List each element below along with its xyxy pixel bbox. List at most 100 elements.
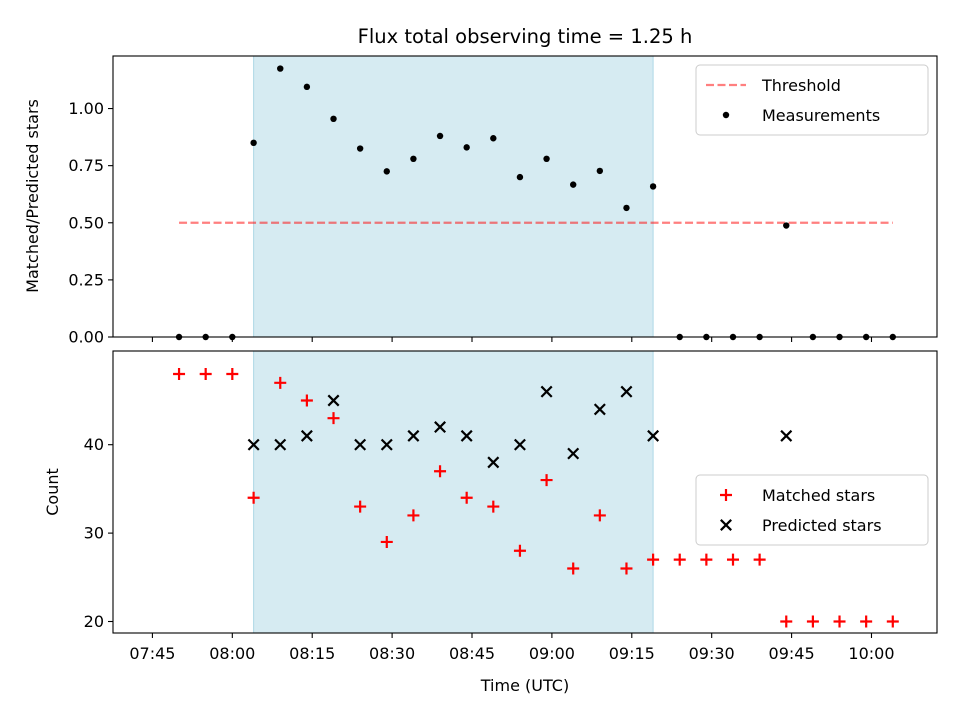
data-point (380, 535, 393, 548)
legend-label: Matched stars (762, 486, 875, 505)
x-tick-label: 09:15 (609, 644, 655, 663)
x-tick-label: 09:30 (689, 644, 735, 663)
y-axis-label-top: Matched/Predicted stars (23, 99, 42, 293)
data-point (247, 491, 260, 504)
legend-box (695, 64, 929, 136)
data-point (513, 438, 526, 451)
y-tick-label: 30 (84, 524, 104, 543)
data-point (460, 429, 473, 442)
data-point (300, 394, 313, 407)
data-point (354, 500, 367, 513)
data-point (623, 204, 630, 212)
data-point (303, 83, 311, 91)
data-point (407, 429, 420, 442)
data-point (327, 394, 340, 407)
data-point (753, 553, 766, 566)
data-point (593, 509, 606, 522)
data-point (173, 367, 186, 380)
legend-box (695, 474, 929, 546)
data-point (199, 367, 212, 380)
data-point (649, 183, 657, 190)
chart-title: Flux total observing time = 1.25 h (358, 25, 693, 48)
x-tick-label: 10:00 (848, 644, 894, 663)
y-tick-label: 0.00 (68, 328, 104, 347)
data-point (330, 115, 337, 123)
data-point (513, 544, 526, 557)
data-point (460, 491, 473, 504)
shaded-interval-layer (253, 55, 654, 634)
data-point (407, 509, 420, 522)
data-point (434, 421, 447, 434)
data-point (567, 447, 580, 460)
y-tick-label: 0.50 (68, 213, 104, 232)
data-point (540, 385, 553, 398)
data-point (247, 438, 260, 451)
x-tick-label: 08:15 (289, 644, 335, 663)
legend-label: Predicted stars (762, 516, 882, 535)
data-point (383, 168, 390, 175)
data-point (726, 553, 739, 566)
y-tick-label: 0.75 (68, 156, 104, 175)
data-point (780, 429, 793, 442)
data-point (487, 456, 500, 469)
data-point (327, 412, 340, 425)
x-tick-label: 09:45 (769, 644, 815, 663)
data-point (274, 438, 287, 451)
legend-panel-1: Matched stars Predicted stars (695, 474, 929, 546)
data-point (463, 144, 470, 151)
axes-frame-panel-0 (112, 55, 938, 338)
data-point (647, 429, 660, 442)
data-point (300, 429, 313, 442)
legend-swatch (720, 489, 732, 501)
data-point (436, 132, 444, 140)
data-point (543, 155, 550, 163)
data-point (516, 173, 524, 181)
data-point (354, 438, 367, 451)
data-point (434, 465, 447, 478)
data-point (356, 145, 364, 152)
data-point (700, 553, 713, 566)
series-measurements (175, 65, 896, 341)
shaded-interval-panel-1 (253, 350, 654, 634)
data-point (274, 376, 287, 389)
x-tick-label: 08:00 (209, 644, 255, 663)
frames-layer (112, 55, 938, 634)
axes-frame-panel-1 (112, 350, 938, 634)
y-tick-label: 40 (84, 435, 104, 454)
legend-label: Threshold (761, 76, 841, 95)
data-point (806, 615, 819, 628)
data-point (410, 155, 417, 163)
data-point (620, 385, 633, 398)
data-point (783, 222, 790, 229)
data-point (570, 181, 577, 188)
data-point (833, 615, 846, 628)
data-point (593, 403, 606, 416)
y-tick-label: 0.25 (68, 270, 104, 289)
legends-layer: Threshold Measurements Matched stars Predic… (695, 64, 929, 546)
data-point (860, 615, 873, 628)
data-point (647, 553, 660, 566)
shaded-interval-panel-0 (253, 55, 654, 338)
data-point (540, 474, 553, 487)
x-tick-label: 08:30 (369, 644, 415, 663)
x-tick-label: 08:45 (449, 644, 495, 663)
y-axis-label-bottom: Count (43, 468, 62, 516)
legend-swatch (722, 111, 730, 119)
legend-panel-0: Threshold Measurements (695, 64, 929, 136)
data-point (487, 500, 500, 513)
data-point (620, 562, 633, 575)
x-tick-label: 09:00 (529, 644, 575, 663)
x-axis-label: Time (UTC) (480, 676, 569, 695)
data-point (250, 139, 257, 147)
y-tick-label: 20 (84, 612, 104, 631)
data-point (567, 562, 580, 575)
data-point (226, 367, 239, 380)
y-tick-label: 1.00 (68, 99, 104, 118)
data-point (596, 167, 604, 175)
data-point (380, 438, 393, 451)
data-layer (173, 65, 899, 628)
data-point (886, 615, 899, 628)
data-point (780, 615, 793, 628)
series-predicted-stars (247, 385, 793, 469)
